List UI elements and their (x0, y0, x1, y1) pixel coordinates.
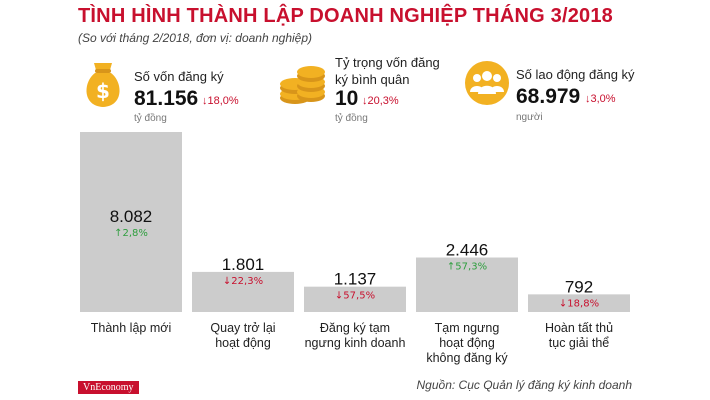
kpi-label: Số vốn đăng ký (134, 69, 224, 84)
category-label-0: Thành lập mới (91, 321, 171, 335)
kpi-change-down: ↓18,0% (202, 95, 239, 107)
kpi-average-capital: Tỷ trọng vốn đăng ký bình quân 10 ↓20,3%… (278, 55, 440, 124)
kpi-label: ký bình quân (335, 72, 410, 87)
bar-4 (528, 294, 630, 312)
kpi-registered-capital: $ Số vốn đăng ký 81.156 ↓18,0% tỷ đồng (80, 60, 239, 124)
page-title: TÌNH HÌNH THÀNH LẬP DOANH NGHIỆP THÁNG 3… (78, 5, 613, 27)
bar-change-label-4: ↓18,8% (559, 298, 599, 309)
kpi-value: 81.156 (134, 87, 199, 110)
down-arrow-icon: ↓ (585, 93, 591, 105)
bar-change-label-1: ↓22,3% (223, 276, 263, 287)
bar-change-label-2: ↓57,5% (335, 291, 375, 302)
bar-value-label-2: 1.137 (334, 270, 377, 289)
people-icon (465, 61, 509, 105)
kpi-unit: tỷ đồng (134, 113, 167, 124)
page-subtitle: (So với tháng 2/2018, đơn vị: doanh nghi… (78, 31, 312, 45)
kpi-label: Số lao động đăng ký (516, 67, 635, 82)
bar-3 (416, 257, 518, 312)
bar-2 (304, 286, 406, 312)
kpi-registered-workers: Số lao động đăng ký 68.979 ↓3,0% người (464, 60, 644, 123)
bar-change-label-3: ↑57,3% (447, 262, 487, 273)
bar-value-label-0: 8.082 (110, 207, 153, 226)
kpi-unit: tỷ đồng (335, 113, 368, 124)
category-label-1: hoạt động (215, 336, 271, 350)
down-arrow-icon: ↓ (362, 95, 368, 107)
category-label-1: Quay trở lại (210, 321, 275, 335)
bar-0 (80, 132, 182, 312)
bar-change-label-0: ↑2,8% (114, 228, 148, 239)
bar-value-label-3: 2.446 (446, 241, 489, 260)
category-label-2: ngưng kinh doanh (305, 336, 406, 350)
bar-value-label-4: 792 (565, 277, 593, 296)
source-note: Nguồn: Cục Quản lý đăng ký kinh doanh (416, 378, 632, 392)
kpi-change-down: ↓3,0% (585, 93, 616, 105)
category-label-4: Hoàn tất thủ (545, 321, 613, 335)
category-label-3: Tạm ngưng (435, 321, 500, 335)
kpi-change-down: ↓20,3% (362, 95, 399, 107)
down-arrow-icon: ↓ (202, 95, 208, 107)
money-bag-icon: $ (86, 63, 120, 107)
kpi-unit: người (516, 112, 543, 123)
kpi-value: 68.979 (516, 85, 581, 108)
bar-value-label-1: 1.801 (222, 255, 265, 274)
publisher-logo: VnEconomy (78, 381, 139, 394)
category-label-4: tục giải thể (549, 336, 610, 350)
coin-stack-icon (280, 66, 325, 104)
svg-text:$: $ (96, 79, 110, 103)
kpi-label: Tỷ trọng vốn đăng (335, 55, 440, 70)
bar-1 (192, 271, 294, 312)
category-label-2: Đăng ký tạm (320, 321, 390, 335)
kpi-value: 10 (335, 87, 359, 110)
category-label-3: không đăng ký (426, 351, 508, 365)
category-label-3: hoạt động (439, 336, 495, 350)
